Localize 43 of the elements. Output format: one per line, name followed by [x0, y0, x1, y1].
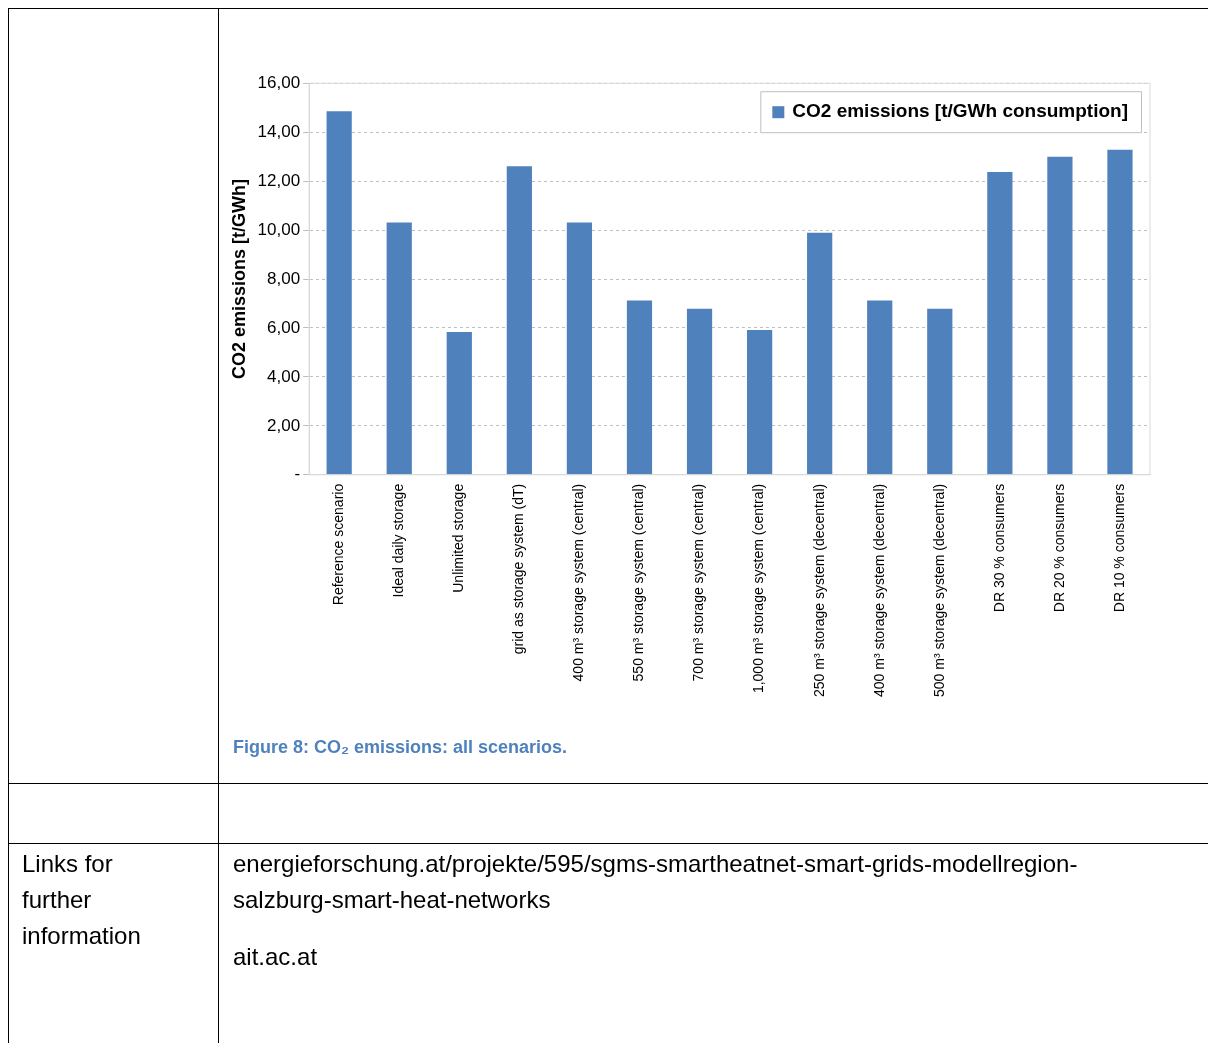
y-tick-label: 14,00 [257, 121, 301, 141]
text: ait.ac.at [233, 942, 319, 972]
x-tick-label: grid as storage system (dT) [510, 483, 527, 655]
y-tick-label: 12,00 [257, 170, 301, 190]
y-tick-label: 8,00 [267, 268, 301, 288]
y-tick-label: 16,00 [257, 72, 301, 92]
legend-label: CO2 emissions [t/GWh consumption] [792, 100, 1129, 122]
bar [506, 166, 532, 475]
bar [987, 172, 1013, 475]
bar [1107, 149, 1133, 475]
x-tick-label: Reference scenario [330, 483, 347, 606]
bar [626, 300, 653, 475]
text: energieforschung.at/projekte/595/sgms-smartheatnet-smart-grids-modellregion-salzburg-smart-heat-networks [233, 849, 1079, 915]
x-tick-label: 700 m³ storage system (central) [690, 483, 707, 682]
y-tick-label: 2,00 [267, 415, 301, 435]
bar [566, 222, 593, 475]
y-tick-label: 4,00 [267, 366, 301, 386]
y-tick-label: 10,00 [257, 219, 301, 239]
y-axis-title: CO2 emissions [t/GWh] [228, 178, 249, 380]
bar [326, 111, 352, 475]
x-tick-label: DR 30 % consumers [990, 483, 1007, 613]
y-tick-label: 6,00 [267, 317, 301, 337]
bar [927, 308, 953, 475]
bar [446, 332, 472, 475]
bar [686, 308, 713, 475]
caption: Figure 8: CO₂ emissions: all scenarios. [233, 737, 568, 758]
bar [807, 232, 833, 475]
x-tick-label: Ideal daily storage [390, 483, 407, 598]
x-tick-label: DR 20 % consumers [1050, 483, 1067, 613]
x-tick-label: 500 m³ storage system (decentral) [930, 483, 947, 698]
bar [746, 329, 773, 475]
x-tick-label: 250 m³ storage system (decentral) [810, 483, 827, 698]
x-tick-label: 550 m³ storage system (central) [630, 483, 647, 682]
x-tick-label: Unlimited storage [450, 483, 467, 593]
x-tick-label: DR 10 % consumers [1110, 483, 1127, 613]
bar [1047, 156, 1073, 475]
x-tick-label: 400 m³ storage system (central) [570, 483, 587, 682]
bar [386, 222, 412, 475]
y-tick-label: - [294, 464, 301, 484]
x-tick-label: 1,000 m³ storage system (central) [750, 483, 767, 694]
x-tick-label: 400 m³ storage system (decentral) [870, 483, 887, 698]
text: Links for further information [22, 849, 142, 951]
bar [867, 300, 893, 475]
